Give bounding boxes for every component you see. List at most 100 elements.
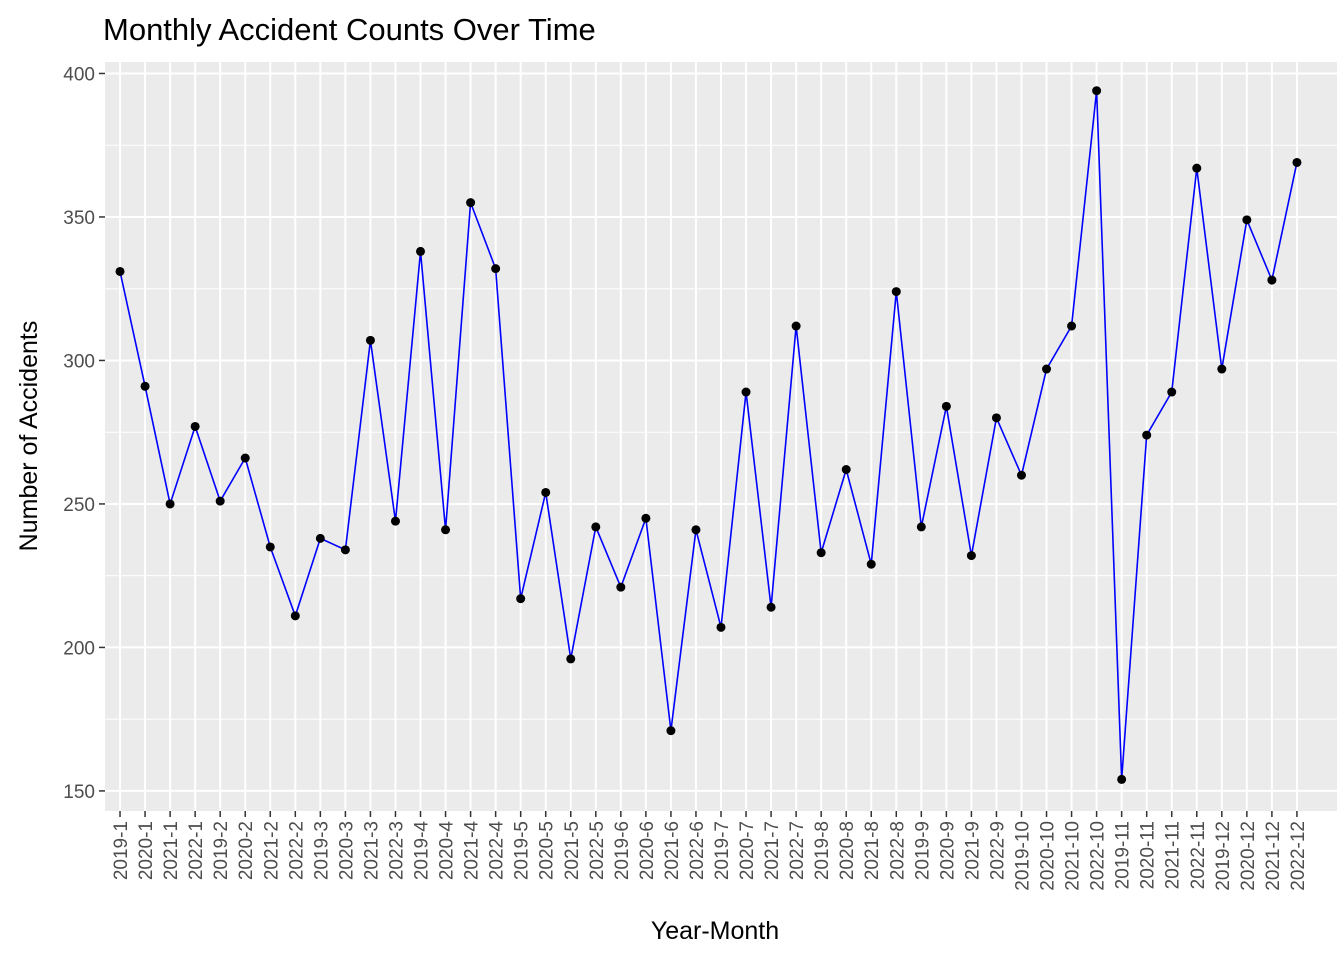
- x-tick-label: 2019-2: [211, 821, 232, 880]
- x-tick-label: 2019-11: [1113, 821, 1134, 889]
- data-point: [140, 381, 150, 391]
- data-point: [441, 525, 451, 535]
- x-tick-label: 2021-10: [1063, 821, 1084, 891]
- x-tick-label: 2020-11: [1138, 821, 1159, 889]
- x-tick-label: 2019-8: [812, 821, 833, 880]
- data-point: [1016, 470, 1026, 480]
- x-tick-label: 2021-4: [462, 821, 483, 881]
- x-tick-label: 2020-2: [236, 821, 257, 880]
- x-tick-label: 2019-1: [111, 821, 132, 880]
- data-point: [1292, 157, 1302, 167]
- x-axis-title: Year-Month: [651, 917, 779, 945]
- data-point: [966, 551, 976, 561]
- x-tick-label: 2022-6: [687, 821, 708, 880]
- data-point: [340, 545, 350, 555]
- y-tick-label: 250: [63, 495, 95, 516]
- data-point: [491, 264, 501, 274]
- x-tick-label: 2022-9: [987, 821, 1008, 880]
- y-axis: 150 200 250 300 350 400: [63, 64, 105, 803]
- x-tick-label: 2022-3: [386, 821, 407, 880]
- x-tick-label: 2022-10: [1088, 821, 1109, 891]
- data-point: [365, 335, 375, 345]
- chart-title: Monthly Accident Counts Over Time: [103, 12, 596, 47]
- data-point: [766, 602, 776, 612]
- x-tick-label: 2022-4: [487, 821, 508, 881]
- x-tick-label: 2021-2: [261, 821, 282, 880]
- y-axis-title: Number of Accidents: [15, 321, 43, 552]
- data-point: [1192, 163, 1202, 173]
- data-point: [240, 453, 250, 463]
- data-point: [1142, 430, 1152, 440]
- data-point: [265, 542, 275, 552]
- x-tick-label: 2021-11: [1163, 821, 1184, 889]
- data-point: [1242, 215, 1252, 225]
- data-point: [516, 594, 526, 604]
- data-point: [1167, 387, 1177, 397]
- x-tick-label: 2020-12: [1238, 821, 1259, 891]
- x-tick-label: 2020-8: [837, 821, 858, 880]
- data-point: [541, 487, 551, 497]
- x-tick-label: 2021-1: [161, 821, 182, 880]
- series-line-path: [119, 90, 1298, 780]
- x-tick-label: 2022-11: [1188, 821, 1209, 889]
- data-point: [1067, 321, 1077, 331]
- x-tick-label: 2019-9: [912, 821, 933, 880]
- y-tick-label: 200: [63, 638, 95, 659]
- data-point: [1092, 86, 1102, 96]
- y-tick-label: 150: [63, 782, 95, 803]
- x-tick-label: 2020-5: [537, 821, 558, 880]
- x-tick-label: 2022-1: [186, 821, 207, 880]
- data-point: [666, 726, 676, 736]
- data-point: [416, 246, 426, 256]
- y-tick-label: 350: [63, 208, 95, 229]
- x-tick-label: 2020-3: [336, 821, 357, 880]
- data-point: [591, 522, 601, 532]
- data-point: [1042, 364, 1052, 374]
- series-line: [119, 90, 1298, 780]
- x-tick-label: 2021-12: [1263, 821, 1284, 891]
- x-tick-label: 2020-4: [437, 821, 458, 881]
- data-point: [691, 525, 701, 535]
- x-tick-label: 2019-10: [1012, 821, 1033, 891]
- x-tick-label: 2019-3: [311, 821, 332, 880]
- x-tick-label: 2020-6: [637, 821, 658, 880]
- data-point: [816, 548, 826, 558]
- data-point: [741, 387, 751, 397]
- x-tick-label: 2021-9: [962, 821, 983, 880]
- x-tick-label: 2019-5: [512, 821, 533, 880]
- data-point: [616, 582, 626, 592]
- x-tick-label: 2019-4: [412, 821, 433, 881]
- data-point: [891, 287, 901, 297]
- x-tick-label: 2020-10: [1038, 821, 1059, 891]
- data-point: [1217, 364, 1227, 374]
- x-tick-label: 2021-3: [361, 821, 382, 880]
- x-tick-label: 2019-6: [612, 821, 633, 880]
- y-tick-label: 400: [63, 64, 95, 85]
- data-point: [215, 496, 225, 506]
- x-tick-label: 2020-7: [737, 821, 758, 880]
- x-tick-label: 2022-5: [587, 821, 608, 880]
- data-point: [566, 654, 576, 664]
- data-point: [290, 611, 300, 621]
- data-point: [390, 516, 400, 526]
- x-tick-label: 2021-8: [862, 821, 883, 880]
- data-point: [165, 499, 175, 509]
- data-point: [916, 522, 926, 532]
- y-tick-label: 300: [63, 351, 95, 372]
- data-point: [1267, 275, 1277, 285]
- x-tick-label: 2021-7: [762, 821, 783, 880]
- x-tick-label: 2022-8: [887, 821, 908, 880]
- x-tick-label: 2019-12: [1213, 821, 1234, 891]
- data-point: [315, 533, 325, 543]
- x-tick-label: 2022-12: [1288, 821, 1309, 891]
- x-axis: 2019-1 2020-1 2021-1 2022-1 2019-2 2020-2 2021…: [111, 811, 1309, 891]
- data-point: [466, 198, 476, 208]
- data-point: [791, 321, 801, 331]
- x-tick-label: 2020-1: [136, 821, 157, 880]
- data-point: [716, 622, 726, 632]
- data-point: [991, 413, 1001, 423]
- data-point: [641, 513, 651, 523]
- x-tick-label: 2022-2: [286, 821, 307, 880]
- data-point: [941, 401, 951, 411]
